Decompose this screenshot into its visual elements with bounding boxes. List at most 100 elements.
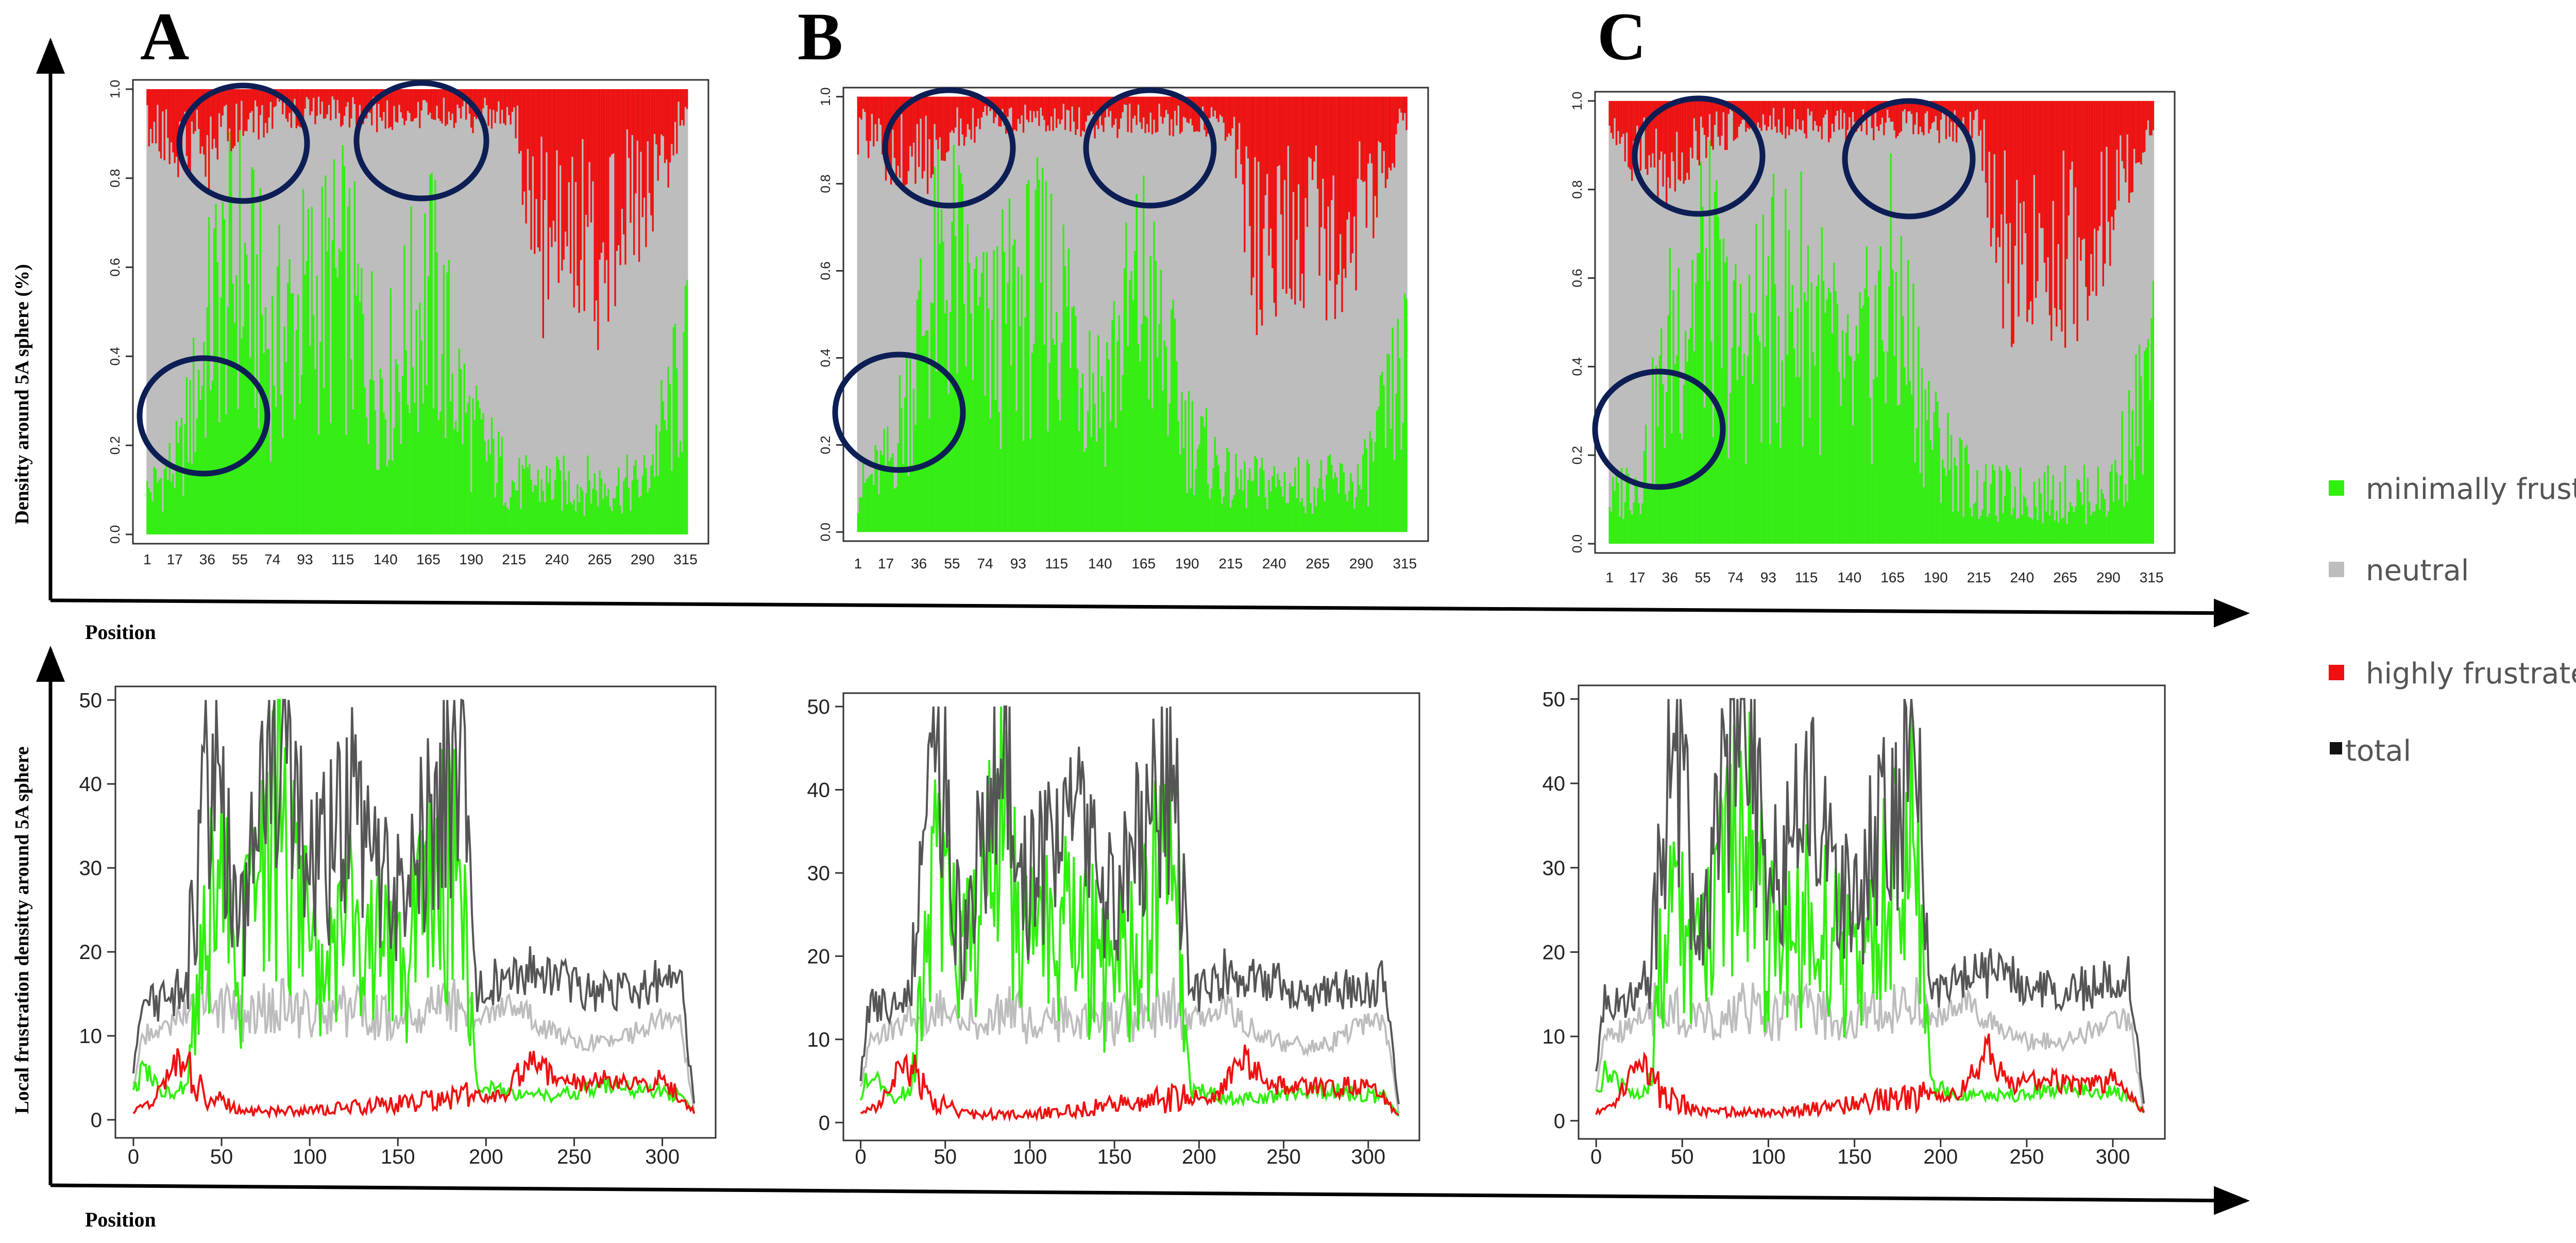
bar-neutral (1904, 100, 1906, 544)
bar-minimal (883, 429, 886, 532)
bar-minimal (942, 242, 945, 532)
bar-minimal (1405, 298, 1408, 532)
bar-high (561, 89, 564, 271)
bar-neutral (648, 89, 651, 534)
bar-minimal (1997, 522, 1999, 544)
bar-minimal (406, 404, 409, 534)
bar-minimal (1923, 487, 1925, 544)
bar-neutral (518, 89, 521, 534)
bar-neutral (458, 89, 461, 534)
bar-minimal (2021, 515, 2024, 544)
bar-minimal (448, 260, 450, 534)
bar-minimal (1836, 304, 1839, 544)
bar-high (1686, 100, 1689, 173)
bar-minimal (384, 419, 387, 534)
bar-high (1343, 96, 1345, 269)
bar-minimal (1327, 456, 1330, 532)
series-line-total (859, 706, 1400, 1104)
bar-high (1024, 96, 1027, 105)
bar-high (1090, 96, 1093, 112)
top-x-arrow (50, 598, 2250, 628)
bar-minimal (213, 228, 215, 535)
bar-high (2116, 100, 2119, 150)
bar-neutral (450, 89, 452, 534)
bar-minimal (2093, 511, 2096, 544)
bar-neutral (1297, 96, 1300, 532)
bar-neutral (577, 89, 579, 534)
bar-minimal (1721, 368, 1723, 544)
bar-high (1015, 96, 1018, 131)
bar-minimal (1650, 489, 1652, 544)
bar-high (2131, 100, 2134, 192)
bar-neutral (1918, 100, 1920, 544)
bar-high (1047, 96, 1049, 126)
bar-minimal (1311, 513, 1314, 532)
bar-neutral (2097, 100, 2099, 544)
bar-high (424, 89, 427, 100)
bar-high (490, 89, 493, 129)
bar-minimal (1798, 377, 1801, 544)
bar-minimal (167, 480, 170, 534)
bar-high (965, 96, 968, 137)
bar-high (2040, 100, 2042, 228)
bar-minimal (244, 243, 246, 534)
bar-neutral (1059, 96, 1061, 532)
bar-minimal (1171, 309, 1173, 532)
bar-minimal (1845, 332, 1848, 544)
bar-neutral (1983, 100, 1986, 544)
bar-high (1043, 96, 1046, 120)
bar-high (1212, 96, 1215, 117)
bar-minimal (1888, 287, 1891, 544)
bar-high (918, 96, 920, 167)
bar-high (1092, 96, 1094, 114)
bar-minimal (374, 410, 377, 534)
bar-high (475, 89, 478, 120)
bar-minimal (1099, 428, 1101, 532)
bar-minimal (1125, 222, 1128, 532)
bar-high (499, 89, 502, 124)
bar-neutral (2104, 100, 2106, 544)
bar-minimal (1015, 411, 1018, 532)
bar-neutral (1679, 100, 1682, 544)
bar-minimal (587, 456, 589, 534)
bar-high (2139, 100, 2141, 162)
bar-minimal (916, 299, 919, 532)
bar-high (1171, 96, 1173, 120)
bar-minimal (165, 465, 167, 534)
bar-high (1291, 96, 1293, 299)
bar-neutral (1061, 96, 1063, 532)
bar-high (559, 89, 562, 165)
bar-high (302, 89, 304, 125)
bar-neutral (1087, 96, 1089, 532)
bar-high (1954, 100, 1956, 110)
bar-neutral (857, 96, 859, 532)
bar-neutral (904, 96, 906, 532)
bar-neutral (1277, 96, 1279, 532)
bar-minimal (1245, 508, 1248, 532)
bar-neutral (1655, 100, 1657, 544)
bar-high (532, 89, 534, 157)
bar-high (1800, 100, 1803, 130)
bar-minimal (1315, 506, 1317, 532)
bar-high (1679, 100, 1682, 181)
bar-neutral (1381, 96, 1384, 532)
bar-minimal (2069, 502, 2072, 544)
bar-minimal (1263, 471, 1265, 532)
bar-neutral (677, 89, 680, 534)
bar-high (1648, 100, 1651, 156)
bar-minimal (2128, 390, 2130, 544)
bar-minimal (1022, 441, 1025, 532)
bar-minimal (1136, 194, 1138, 532)
bar-high (504, 89, 507, 125)
bar-neutral (2114, 100, 2117, 544)
bar-neutral (1090, 96, 1093, 532)
bar-high (511, 89, 514, 112)
bar-high (252, 89, 255, 133)
bar-high (437, 89, 440, 119)
bar-minimal (2145, 347, 2148, 544)
bar-high (595, 89, 598, 301)
bar-minimal (1070, 367, 1072, 532)
bar-minimal (996, 246, 999, 532)
bar-minimal (258, 429, 260, 534)
bar-minimal (902, 464, 905, 532)
